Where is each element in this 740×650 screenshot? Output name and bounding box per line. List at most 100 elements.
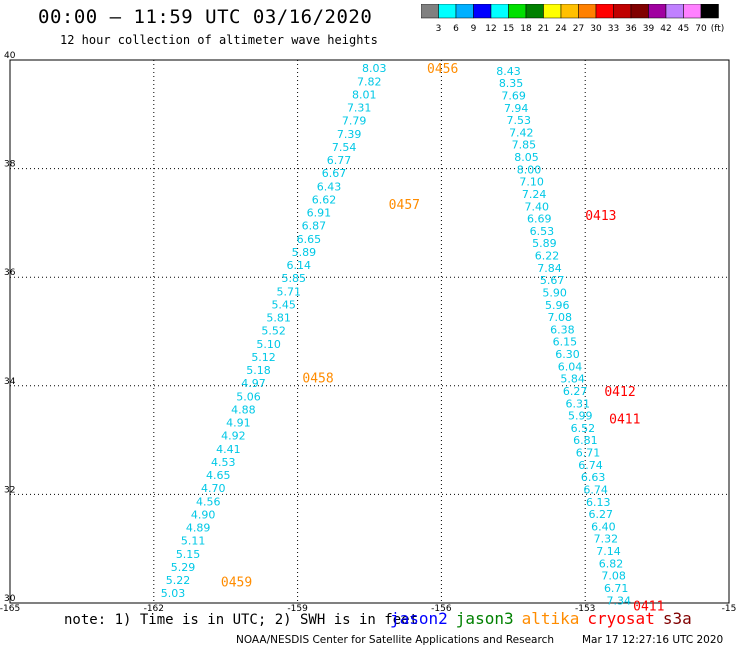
data-point-label: 5.15 [176,548,201,561]
color-scale-label: 30 [590,24,602,34]
data-point-label: 6.71 [576,447,601,460]
data-point-label: 7.10 [519,176,544,189]
footer-note: note: 1) Time is in UTC; 2) SWH is in fe… [64,612,418,628]
data-point-label: 6.74 [583,483,608,496]
y-tick-label: 30 [4,594,16,604]
data-point-label: 7.84 [537,262,562,275]
data-point-label: 6.71 [604,582,629,595]
color-swatch [526,4,544,18]
color-scale-label: 39 [643,24,655,34]
y-tick-label: 36 [4,268,16,278]
color-scale-label: 15 [503,24,514,34]
color-scale-label: 18 [520,24,532,34]
data-point-label: 8.05 [514,151,539,164]
data-point-label: 5.12 [251,351,276,364]
axis-ticks: -165 -162 -159 -156 -153 -15303234363840 [0,51,736,614]
data-point-label: 6.38 [550,323,575,336]
legend-s3a: s3a [663,609,692,628]
data-point-label: 7.14 [596,545,621,558]
color-swatch [421,4,439,18]
time-label: 0412 [604,385,635,400]
data-point-label: 4.70 [201,482,226,495]
satellite-legend: jason2 jason3 altika cryosat s3a [390,609,700,628]
data-point-label: 5.10 [256,338,281,351]
y-tick-label: 32 [4,485,15,495]
data-point-label: 7.24 [522,188,547,201]
color-swatch [666,4,684,18]
data-point-label: 5.29 [171,561,196,574]
data-point-label: 5.99 [568,410,593,423]
data-point-label: 5.03 [161,587,186,600]
data-point-label: 4.41 [216,443,241,456]
color-scale-label: 45 [678,24,689,34]
page-title: 00:00 – 11:59 UTC 03/16/2020 [38,6,372,28]
data-point-label: 7.08 [601,570,626,583]
data-point-label: 4.91 [226,417,251,430]
color-swatch [649,4,667,18]
legend-altika: altika [522,609,580,628]
color-scale-unit: (ft) [711,24,725,34]
page-subtitle: 12 hour collection of altimeter wave hei… [60,33,378,47]
color-swatch [439,4,457,18]
data-point-label: 5.89 [532,237,557,250]
x-tick-label: -165 [0,604,20,614]
data-point-label: 5.22 [166,574,191,587]
time-label: 0411 [609,412,640,427]
data-point-label: 4.88 [231,403,256,416]
data-point-label: 6.27 [563,385,588,398]
legend-cryosat: cryosat [587,609,654,628]
legend-jason2: jason2 [390,609,448,628]
data-point-label: 6.81 [573,434,598,447]
color-swatch [491,4,509,18]
data-point-label: 5.81 [266,312,291,325]
time-label: 0458 [302,372,333,387]
color-scale-label: 9 [471,24,477,34]
data-point-label: 6.04 [558,360,583,373]
data-point-label: 8.01 [352,88,377,101]
color-swatch [474,4,492,18]
data-point-label: 6.31 [565,397,590,410]
data-point-label: 4.90 [191,508,216,521]
data-point-label: 4.56 [196,495,221,508]
color-scale-label: 3 [436,24,442,34]
color-swatch [544,4,562,18]
data-point-label: 6.65 [297,233,322,246]
data-point-label: 6.13 [586,496,611,509]
data-point-label: 8.43 [496,65,521,78]
data-point-label: 8.03 [362,62,387,75]
data-point-label: 6.74 [578,459,603,472]
data-point-label: 7.08 [548,311,573,324]
data-point-label: 4.65 [206,469,231,482]
generated-timestamp: Mar 17 12:27:16 UTC 2020 [582,634,723,646]
data-point-label: 7.54 [332,141,357,154]
color-scale-label: 33 [608,24,619,34]
data-point-label: 5.06 [236,390,261,403]
data-point-label: 8.00 [517,163,542,176]
data-point-label: 6.77 [327,154,352,167]
color-swatch [579,4,597,18]
data-point-label: 7.82 [357,75,382,88]
data-point-label: 4.97 [241,377,266,390]
data-point-label: 4.92 [221,430,246,443]
legend-jason3: jason3 [456,609,514,628]
color-scale-label: 36 [625,24,637,34]
data-point-label: 7.53 [507,114,532,127]
color-scale-bar: 3 6 9 12 15 18 21 24 27 30 33 36 39 42 45 70 (ft) [421,4,737,38]
y-tick-label: 40 [4,51,16,61]
credit-line: NOAA/NESDIS Center for Satellite Applica… [236,634,554,646]
data-points: 8.037.828.017.317.797.397.546.776.676.43… [161,62,631,607]
data-point-label: 7.85 [512,139,537,152]
y-tick-label: 38 [4,160,16,170]
color-scale-label: 12 [485,24,496,34]
data-point-label: 5.67 [540,274,565,287]
data-point-label: 7.79 [342,115,367,128]
data-point-label: 5.90 [542,286,567,299]
color-swatch [614,4,632,18]
data-point-label: 5.18 [246,364,271,377]
data-point-label: 5.85 [282,272,307,285]
data-point-label: 7.32 [594,533,619,546]
data-point-label: 4.89 [186,522,211,535]
data-point-label: 6.22 [535,250,560,263]
time-label: 0413 [585,209,616,224]
data-point-label: 5.45 [271,298,296,311]
